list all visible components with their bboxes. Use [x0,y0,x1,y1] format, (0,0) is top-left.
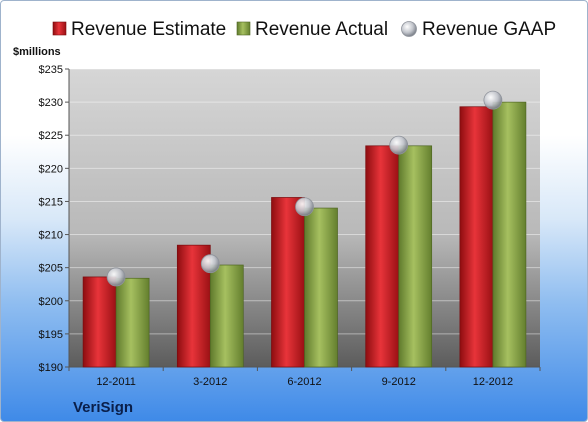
legend-item-revenue-gaap[interactable]: Revenue GAAP [401,19,557,40]
bar-revenue-actual[interactable] [209,264,244,368]
x-tick-label: 6-2012 [287,376,321,388]
legend-label-gaap: Revenue GAAP [422,19,556,40]
bar-revenue-estimate[interactable] [82,276,117,368]
bar-revenue-actual[interactable] [492,101,527,368]
y-axis-unit-label: $millions [13,46,61,58]
gaap-markers [106,90,503,287]
y-tick-label: $210 [39,230,63,242]
gaap-marker[interactable] [295,197,314,217]
bar-revenue-actual[interactable] [304,207,338,368]
y-tick-label: $235 [39,64,63,76]
y-tick-label: $195 [39,329,63,341]
x-tick-label: 3-2012 [193,376,227,388]
legend-item-revenue-estimate[interactable]: Revenue Estimate [52,19,226,40]
y-tick-label: $190 [39,362,63,374]
y-tick-label: $200 [39,296,63,308]
gaap-marker[interactable] [200,254,220,274]
legend-swatch-estimate [52,21,67,36]
x-tick-label: 12-2011 [96,376,136,388]
legend-label-actual: Revenue Actual [255,19,388,40]
legend-item-revenue-actual[interactable]: Revenue Actual [236,19,388,40]
y-tick-label: $225 [39,130,63,142]
legend: Revenue Estimate Revenue Actual Revenue … [52,19,557,40]
x-tick-label: 12-2012 [473,376,513,388]
bar-revenue-estimate[interactable] [365,145,400,368]
gaap-marker[interactable] [483,90,503,110]
bar-revenue-estimate[interactable] [459,106,494,368]
bar-revenue-actual[interactable] [398,145,433,368]
y-tick-label: $205 [39,263,63,275]
x-tick-label: 9-2012 [382,376,416,388]
bar-revenue-estimate[interactable] [271,197,305,368]
gaap-marker[interactable] [389,135,409,155]
legend-marker-gaap [401,21,417,37]
bar-revenue-actual[interactable] [115,277,150,368]
company-name: VeriSign [73,399,134,416]
bars [82,101,527,368]
legend-label-estimate: Revenue Estimate [71,19,226,40]
x-axis-ticks: 12-2011 3-2012 6-2012 9-2012 12-2012 [68,367,541,388]
y-tick-label: $215 [39,196,63,208]
y-tick-label: $220 [39,163,63,175]
legend-swatch-actual [236,21,251,36]
y-tick-label: $230 [39,97,63,109]
gaap-marker[interactable] [106,267,126,287]
